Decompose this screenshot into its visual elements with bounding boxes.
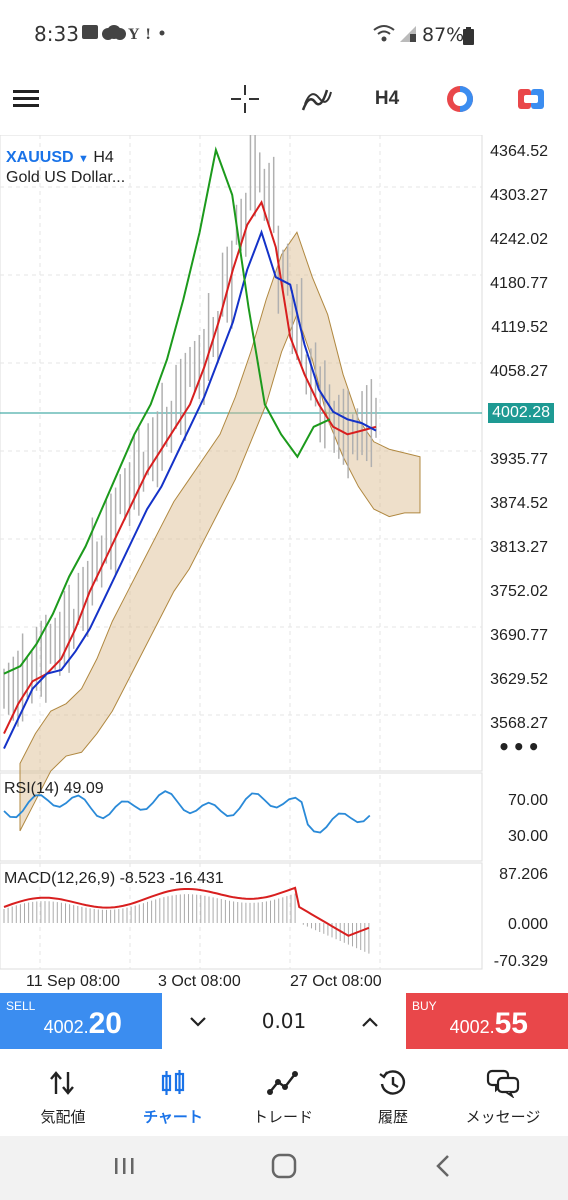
- wifi-icon: [372, 24, 400, 48]
- more-options-icon[interactable]: •••: [497, 735, 542, 759]
- series-line-conversion: [3, 199, 377, 735]
- home-icon[interactable]: [270, 1152, 298, 1184]
- macd-level-low: -70.329: [493, 953, 548, 970]
- battery-text: 87%: [422, 24, 465, 46]
- rsi-level-high: 70.00: [507, 792, 548, 809]
- timeframe-label: H4: [93, 149, 114, 166]
- price-axis-label: 4303.27: [490, 187, 548, 204]
- buy-price-small: 4002.: [449, 1017, 495, 1037]
- trade-icon: [267, 1071, 298, 1095]
- x-axis-label: 3 Oct 08:00: [158, 973, 241, 990]
- chart-icon: [161, 1070, 185, 1095]
- symbol-label[interactable]: XAUUSD ▼ H4 Gold US Dollar...: [6, 149, 125, 187]
- status-bar: 8:33 Y! 87%: [0, 0, 568, 70]
- history-icon: [379, 1070, 406, 1095]
- sell-price-big: 20: [88, 1007, 122, 1040]
- symbol-description: Gold US Dollar...: [6, 169, 126, 186]
- x-axis-label: 27 Oct 08:00: [290, 973, 382, 990]
- chart-toolbar: H4: [0, 70, 568, 130]
- nav-quotes[interactable]: 気配値: [8, 1058, 118, 1127]
- sell-price: 4002.20: [44, 1007, 122, 1041]
- price-axis-label: 4058.27: [490, 363, 548, 380]
- price-panel: [0, 135, 483, 772]
- rsi-level-low: 30.00: [507, 828, 548, 845]
- price-axis-label: 4180.77: [490, 275, 548, 292]
- nav-messages-label: メッセージ: [465, 1108, 541, 1126]
- price-axis-label: 3752.02: [490, 583, 548, 600]
- price-axis-label: 3690.77: [490, 627, 548, 644]
- system-navigation-bar: [0, 1136, 568, 1200]
- price-axis-label: 4364.52: [490, 143, 548, 160]
- bottom-navigation: 気配値 チャート トレード 履歴 メッセージ: [0, 1058, 568, 1136]
- price-axis-label: 4242.02: [490, 231, 548, 248]
- symbol-dropdown-icon[interactable]: ▼: [78, 153, 89, 165]
- buy-button[interactable]: BUY 4002.55: [406, 993, 568, 1049]
- rsi-panel: [0, 772, 483, 862]
- one-click-trading-icon[interactable]: [515, 82, 549, 116]
- nav-quotes-label: 気配値: [40, 1108, 86, 1126]
- current-price-label: 4002.28: [488, 403, 554, 423]
- macd-label: MACD(12,26,9) -8.523 -16.431: [4, 870, 224, 887]
- volume-decrease-icon[interactable]: [189, 1009, 207, 1033]
- nav-trade[interactable]: トレード: [228, 1058, 338, 1127]
- menu-icon[interactable]: [10, 82, 44, 116]
- signal-icon: [398, 24, 418, 48]
- trade-circle-icon[interactable]: [443, 82, 477, 116]
- macd-level-high: 87.206: [499, 866, 548, 883]
- x-axis-label: 11 Sep 08:00: [26, 973, 121, 990]
- rsi-line: [3, 790, 371, 834]
- buy-label: BUY: [412, 999, 437, 1013]
- clock: 8:33: [34, 22, 79, 46]
- trade-panel: SELL 4002.20 0.01 BUY 4002.55: [0, 993, 568, 1049]
- chart-area[interactable]: XAUUSD ▼ H4 Gold US Dollar... 4364.52 430…: [0, 135, 568, 995]
- volume-control: 0.01: [162, 993, 406, 1049]
- crosshair-icon[interactable]: [228, 82, 262, 116]
- indicators-icon[interactable]: [300, 82, 334, 116]
- chart-canvas[interactable]: [0, 135, 568, 995]
- price-axis-label: 3629.52: [490, 671, 548, 688]
- price-axis-label: 3568.27: [490, 715, 548, 732]
- price-axis-label: 3874.52: [490, 495, 548, 512]
- ichimoku-cloud: [19, 231, 421, 832]
- sell-label: SELL: [6, 999, 36, 1013]
- battery-icon: [463, 27, 474, 49]
- symbol-name[interactable]: XAUUSD: [6, 149, 74, 166]
- nav-history[interactable]: 履歴: [338, 1058, 448, 1127]
- recent-apps-icon[interactable]: [112, 1154, 136, 1182]
- nav-trade-label: トレード: [252, 1108, 313, 1126]
- nav-messages[interactable]: メッセージ: [448, 1058, 558, 1127]
- buy-price-big: 55: [494, 1007, 528, 1040]
- sell-price-small: 4002.: [43, 1017, 89, 1037]
- back-icon[interactable]: [432, 1152, 456, 1184]
- timeframe-button[interactable]: H4: [374, 88, 400, 109]
- volume-value[interactable]: 0.01: [261, 1009, 307, 1033]
- nav-chart-label: チャート: [143, 1108, 203, 1126]
- volume-increase-icon[interactable]: [361, 1009, 379, 1033]
- status-icons: Y!: [82, 25, 165, 43]
- price-axis-label: 3813.27: [490, 539, 548, 556]
- macd-signal-line: [3, 886, 370, 937]
- nav-history-label: 履歴: [377, 1108, 408, 1126]
- price-axis-label: 3935.77: [490, 451, 548, 468]
- price-axis-label: 4119.52: [491, 319, 548, 336]
- buy-price: 4002.55: [450, 1007, 528, 1041]
- macd-level-zero: 0.000: [507, 916, 548, 933]
- svg-text:Y!: Y!: [128, 26, 157, 42]
- messages-icon: [486, 1069, 520, 1099]
- series-line-lagging: [3, 146, 331, 675]
- notification-icons: Y!: [82, 22, 172, 47]
- quotes-icon: [50, 1071, 74, 1095]
- nav-chart[interactable]: チャート: [118, 1058, 228, 1127]
- rsi-label: RSI(14) 49.09: [4, 780, 104, 797]
- sell-button[interactable]: SELL 4002.20: [0, 993, 162, 1049]
- series-line-base: [3, 229, 377, 750]
- macd-panel: [0, 862, 483, 970]
